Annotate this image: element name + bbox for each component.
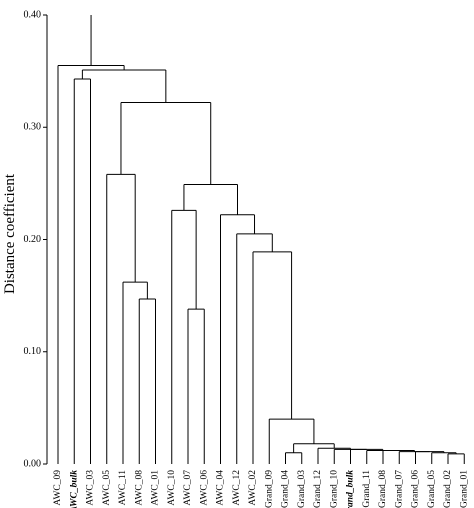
leaf-label: AWC_11 (118, 470, 128, 506)
leaf-label: Grand_07 (394, 470, 404, 508)
leaf-label: AWC_bulk (69, 470, 79, 508)
leaf-label: AWC_03 (86, 470, 96, 506)
leaf-label: AWC_05 (102, 470, 112, 506)
y-tick-label: 0.00 (24, 458, 42, 469)
leaf-label: Grand_bulk (346, 470, 356, 508)
leaf-label: Grand_09 (264, 470, 274, 508)
leaf-label: Grand_10 (329, 470, 339, 508)
leaf-label: AWC_10 (167, 470, 177, 506)
leaf-label: AWC_06 (199, 470, 209, 506)
leaf-label: AWC_12 (232, 470, 242, 506)
leaf-label: Grand_04 (281, 470, 291, 508)
leaf-label: Grand_06 (411, 470, 421, 508)
leaf-label: Grand_02 (443, 470, 453, 508)
y-tick-label: 0.30 (24, 122, 42, 133)
leaf-label: Grand_03 (297, 470, 307, 508)
y-tick-label: 0.10 (24, 346, 42, 357)
leaf-label: Grand_05 (427, 470, 437, 508)
leaf-label: Grand_11 (362, 470, 372, 508)
y-tick-label: 0.20 (24, 234, 42, 245)
leaf-label: AWC_01 (151, 470, 161, 506)
leaf-label: Grand_12 (313, 470, 323, 508)
leaf-label: AWC_09 (53, 470, 63, 506)
y-axis-label: Distance coefficient (2, 173, 18, 294)
leaf-label: AWC_02 (248, 470, 258, 506)
leaf-label: Grand_08 (378, 470, 388, 508)
leaf-label: AWC_07 (183, 470, 193, 506)
leaf-label: AWC_04 (216, 470, 226, 506)
leaf-label: Grand_01 (459, 470, 469, 508)
leaf-label: AWC_08 (134, 470, 144, 506)
y-tick-label: 0.40 (24, 9, 42, 20)
